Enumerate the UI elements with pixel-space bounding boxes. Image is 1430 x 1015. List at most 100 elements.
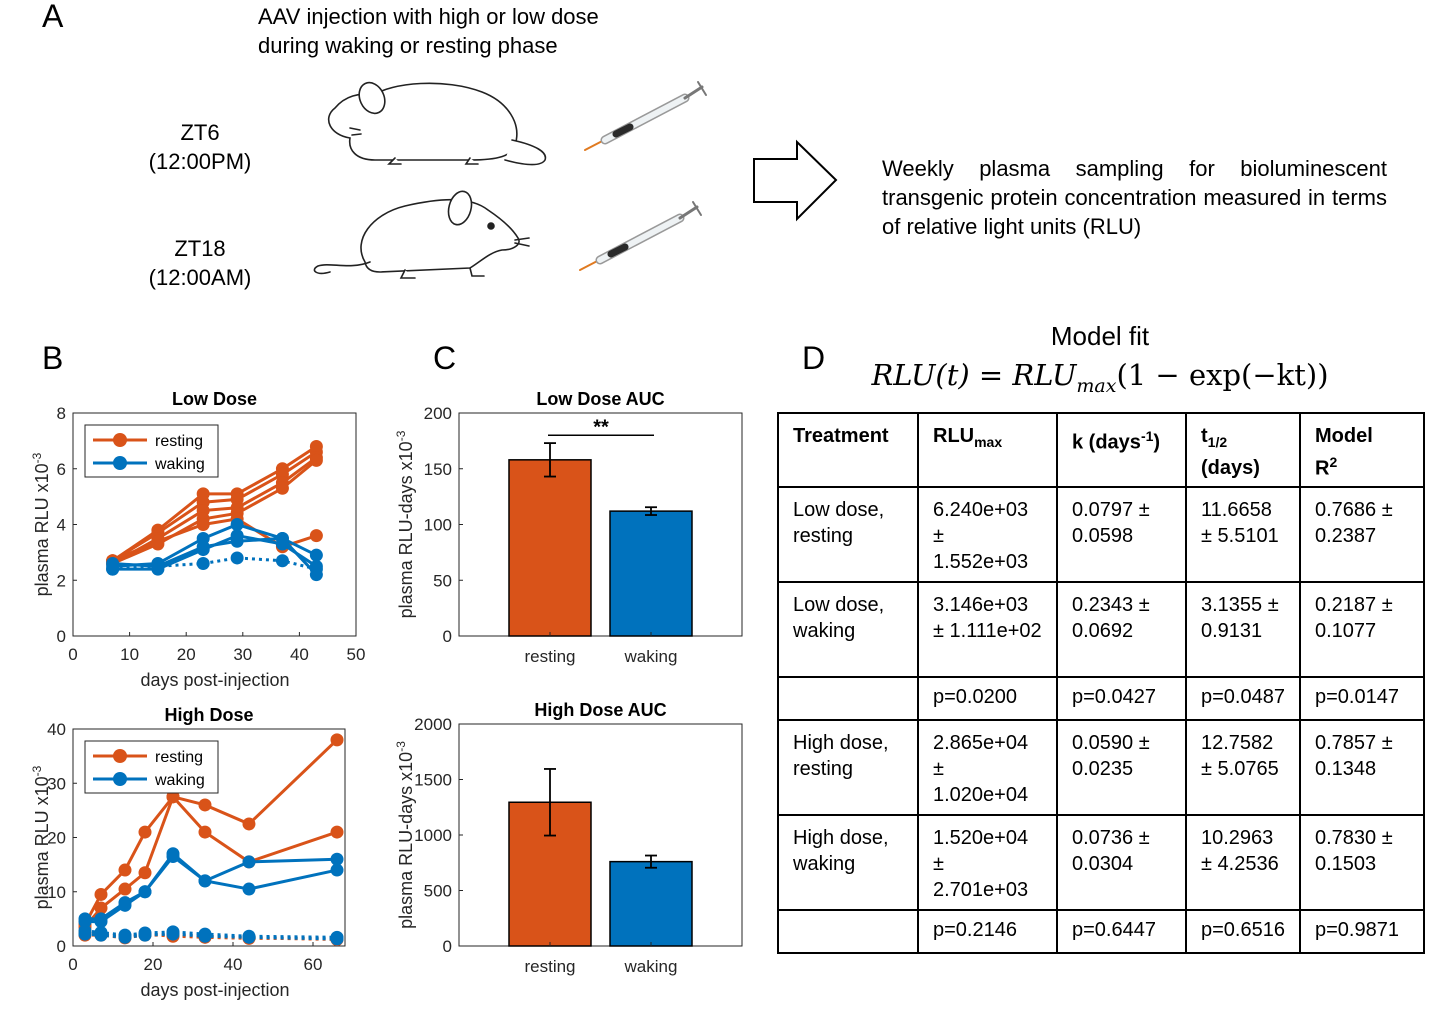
- series-line: [111, 445, 318, 562]
- data-point: [118, 898, 132, 912]
- cell-rlu: p=0.0200: [917, 675, 1058, 721]
- y-axis-label-text: plasma RLU-days x10: [396, 441, 416, 618]
- chart-b_high: High Dose 0 10 20 30 40 0 20 40 60 days post-injec…: [30, 705, 346, 1000]
- cell-rlu: 1.520e+04 ± 2.701e+03: [917, 813, 1058, 911]
- header-r-sup: 2: [1329, 454, 1338, 470]
- y-axis-label: plasma RLU x10-3: [30, 765, 52, 909]
- data-point: [118, 930, 132, 944]
- panel-label-c: C: [433, 340, 457, 376]
- cell-r2: p=0.0147: [1299, 675, 1425, 721]
- data-point: [275, 554, 289, 568]
- header-k: k (days-1): [1056, 412, 1187, 488]
- data-point: [166, 790, 180, 804]
- data-point: [309, 529, 323, 543]
- syringe-icon: [579, 201, 702, 271]
- legend-label: resting: [155, 749, 203, 766]
- header-model-r2: Model R2: [1299, 412, 1425, 488]
- cell-r2: 0.7857 ± 0.1348: [1299, 718, 1425, 816]
- zt6-time: (12:00PM): [148, 149, 252, 174]
- x-tick-label: 10: [120, 645, 139, 664]
- header-rlu-sub: max: [974, 434, 1003, 450]
- table-row: Low dose, resting 6.240e+03 ± 1.552e+03 …: [777, 485, 1425, 583]
- data-point: [198, 798, 212, 812]
- plot-frame: [458, 412, 743, 637]
- y-tick-label: 6: [57, 460, 66, 479]
- data-point: [138, 866, 152, 880]
- data-point: [242, 855, 256, 869]
- y-tick-label: 2: [57, 571, 66, 590]
- data-point: [330, 863, 344, 877]
- table-pvalue-row: p=0.0200 p=0.0427 p=0.0487 p=0.0147: [777, 675, 1425, 721]
- y-tick-label: 1500: [414, 771, 452, 790]
- data-point: [275, 531, 289, 545]
- y-axis-label-exponent: -3: [30, 452, 44, 463]
- y-tick-label: 40: [47, 720, 66, 739]
- y-axis-label: plasma RLU x10-3: [30, 452, 52, 596]
- zt18-name: ZT18: [174, 236, 226, 261]
- data-point: [330, 733, 344, 747]
- equation-rest: (1 − exp(−kt)): [1116, 358, 1329, 392]
- cell-half-life: p=0.6516: [1185, 908, 1301, 954]
- cell-r2: 0.7686 ± 0.2387: [1299, 485, 1425, 583]
- x-tick-label: 60: [304, 955, 323, 974]
- data-point: [151, 534, 165, 548]
- panel-a-illustrations: [313, 81, 838, 279]
- injection-caption: AAV injection with high or low dose duri…: [258, 2, 599, 60]
- legend-marker: [113, 433, 127, 447]
- data-point: [166, 849, 180, 863]
- x-axis-label: days post-injection: [140, 670, 289, 690]
- x-tick-label: resting: [524, 647, 575, 666]
- y-axis-label-exponent: -3: [394, 430, 408, 441]
- arrow-right-icon: [753, 139, 838, 222]
- y-axis-label-text: plasma RLU x10: [32, 776, 52, 909]
- data-point: [330, 825, 344, 839]
- data-point: [242, 930, 256, 944]
- y-axis-label: plasma RLU-days x10-3: [394, 430, 416, 618]
- cell-rlu: 6.240e+03 ± 1.552e+03: [917, 485, 1058, 583]
- legend-marker: [113, 749, 127, 763]
- table-row: Low dose, waking 3.146e+03 ± 1.111e+02 0…: [777, 580, 1425, 678]
- cell-r2: 0.7830 ± 0.1503: [1299, 813, 1425, 911]
- data-point: [230, 551, 244, 565]
- data-point: [242, 882, 256, 896]
- cell-half-life: p=0.0487: [1185, 675, 1301, 721]
- x-axis-label: days post-injection: [140, 980, 289, 1000]
- data-point: [151, 559, 165, 573]
- bar-waking: [609, 510, 693, 637]
- cell-k: p=0.6447: [1056, 908, 1187, 954]
- y-axis-label-exponent: -3: [394, 741, 408, 752]
- data-point: [166, 927, 180, 941]
- chart-c_high: High Dose AUC 0 500 1000 1500 2000 plasma RLU-…: [394, 700, 743, 976]
- y-tick-label: 0: [57, 627, 66, 646]
- legend-marker: [113, 772, 127, 786]
- data-point: [196, 557, 210, 571]
- cell-k: 0.0797 ± 0.0598: [1056, 485, 1187, 583]
- header-model-text: Model: [1315, 425, 1373, 447]
- header-k-text: k (days: [1072, 431, 1141, 454]
- y-tick-label: 0: [443, 937, 452, 956]
- cell-k: 0.0590 ± 0.0235: [1056, 718, 1187, 816]
- data-point: [309, 548, 323, 562]
- x-tick-label: waking: [624, 647, 678, 666]
- significance-label: **: [593, 416, 609, 438]
- chart-title: Low Dose: [172, 389, 257, 409]
- series-line: [111, 450, 318, 563]
- y-axis-label-text: plasma RLU x10: [32, 463, 52, 596]
- y-tick-label: 8: [57, 404, 66, 423]
- table-row: High dose, waking 1.520e+04 ± 2.701e+03 …: [777, 813, 1425, 911]
- x-tick-label: waking: [624, 957, 678, 976]
- x-tick-label: 50: [347, 645, 366, 664]
- cell-k: p=0.0427: [1056, 675, 1187, 721]
- header-t-sub: 1/2: [1207, 434, 1228, 450]
- data-point: [94, 887, 108, 901]
- data-point: [242, 817, 256, 831]
- header-k-sup: -1: [1140, 428, 1154, 444]
- cell-k: 0.2343 ± 0.0692: [1056, 580, 1187, 678]
- cell-half-life: 10.2963 ± 4.2536: [1185, 813, 1301, 911]
- panel-label-d: D: [802, 340, 826, 376]
- y-tick-label: 0: [57, 937, 66, 956]
- legend: resting waking: [84, 424, 219, 478]
- data-point: [138, 928, 152, 942]
- data-point: [198, 825, 212, 839]
- charts-canvas: Low Dose 0 2 4 6 8 0 10 20 30 40 50 days post-inject…: [30, 389, 743, 1000]
